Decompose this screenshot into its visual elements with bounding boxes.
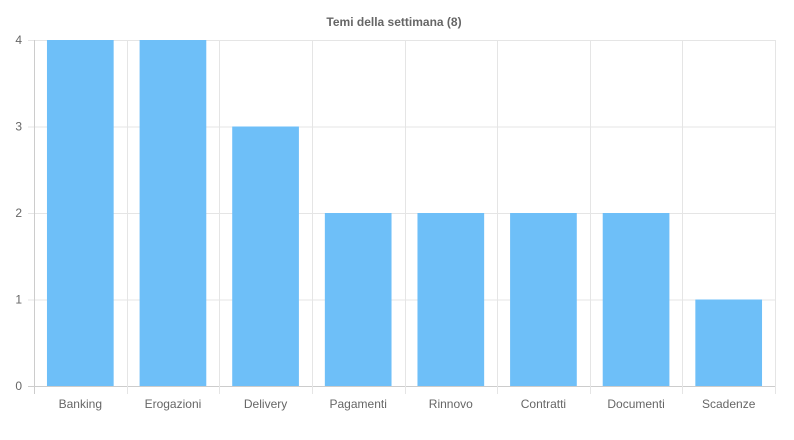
bar-scadenze: [695, 299, 763, 386]
x-tick-label: Scadenze: [702, 397, 756, 411]
y-tick-label: 4: [15, 33, 22, 47]
axis-layer: 0 1 2 3 4 Banking Erogazioni Delivery Pagamenti R…: [15, 33, 755, 411]
bar-pagamenti: [324, 213, 392, 386]
bar-layer: [46, 40, 763, 386]
y-tick-label: 0: [15, 379, 22, 393]
bar-delivery: [232, 126, 299, 386]
bar-rinnovo: [417, 213, 485, 386]
y-tick-label: 1: [15, 293, 22, 307]
y-tick-label: 3: [15, 120, 22, 134]
x-tick-label: Delivery: [244, 397, 287, 411]
bar-documenti: [602, 213, 670, 386]
chart-title: Temi della settimana (8): [326, 15, 461, 29]
x-tick-label: Rinnovo: [429, 397, 473, 411]
bar-erogazioni: [139, 40, 207, 386]
x-tick-label: Erogazioni: [145, 397, 202, 411]
x-tick-label: Contratti: [521, 397, 566, 411]
x-tick-label: Banking: [59, 397, 102, 411]
x-tick-label: Pagamenti: [330, 397, 387, 411]
bar-contratti: [510, 213, 577, 386]
bar-banking: [46, 40, 114, 386]
y-tick-label: 2: [15, 206, 22, 220]
x-tick-label: Documenti: [607, 397, 664, 411]
